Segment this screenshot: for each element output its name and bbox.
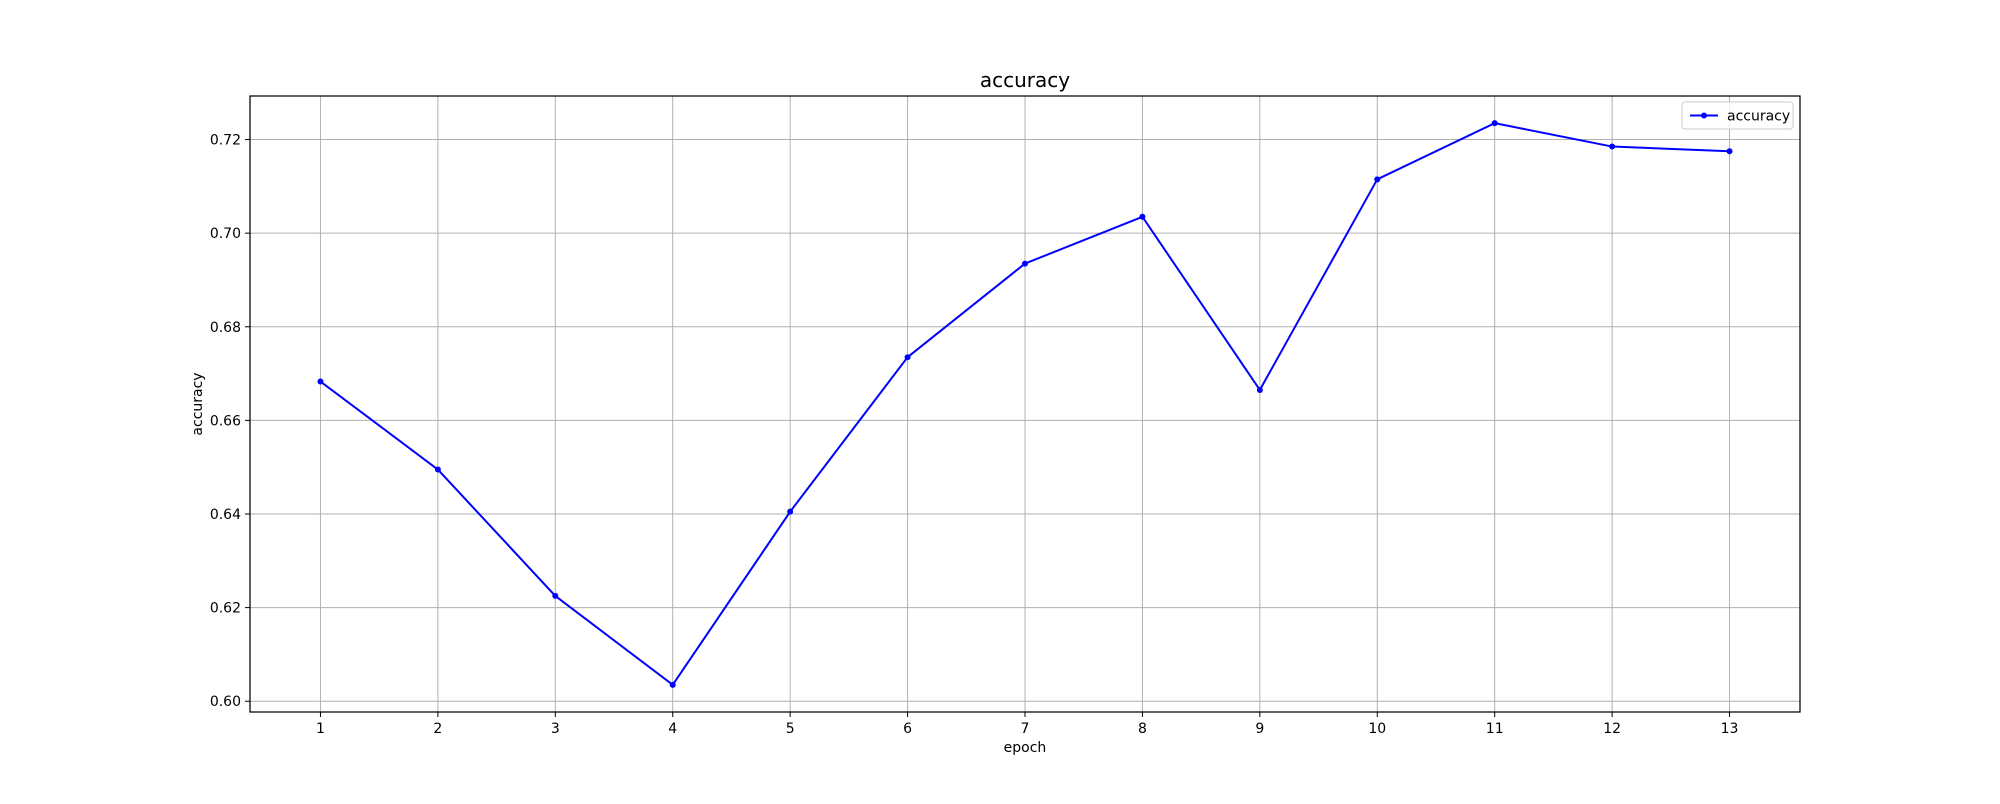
y-tick-label: 0.70	[210, 226, 241, 242]
grid	[250, 96, 1800, 712]
data-point	[904, 354, 911, 361]
x-axis-ticks: 1 2 3 4 5 6 7 8 9 10 11 12 13	[316, 712, 1738, 737]
y-tick-label: 0.62	[210, 601, 241, 617]
y-tick-label: 0.60	[210, 694, 241, 710]
data-point	[1609, 143, 1616, 150]
legend: accuracy	[1681, 101, 1794, 130]
legend-label: accuracy	[1727, 109, 1790, 125]
data-point	[1374, 176, 1381, 183]
data-point	[1256, 386, 1263, 393]
data-point	[552, 592, 559, 599]
x-tick-label: 2	[433, 721, 442, 737]
data-point	[1139, 213, 1146, 220]
x-tick-label: 13	[1721, 721, 1739, 737]
chart-title: accuracy	[980, 68, 1070, 92]
y-tick-label: 0.72	[210, 133, 241, 149]
y-tick-label: 0.68	[210, 320, 241, 336]
y-tick-label: 0.64	[210, 507, 241, 523]
x-tick-label: 10	[1368, 721, 1386, 737]
y-tick-label: 0.66	[210, 413, 241, 429]
data-point	[317, 378, 324, 385]
x-tick-label: 7	[1021, 721, 1030, 737]
data-point	[1491, 120, 1498, 127]
x-tick-label: 3	[551, 721, 560, 737]
legend-marker-swatch	[1701, 112, 1707, 119]
x-tick-label: 9	[1255, 721, 1264, 737]
data-point	[434, 466, 441, 473]
data-point	[787, 508, 794, 515]
x-tick-label: 8	[1138, 721, 1147, 737]
x-tick-label: 4	[668, 721, 677, 737]
x-tick-label: 5	[786, 721, 795, 737]
data-point	[669, 681, 676, 688]
legend-box	[1681, 101, 1794, 130]
y-axis-ticks: 0.60 0.62 0.64 0.66 0.68 0.70 0.72	[210, 133, 250, 710]
x-axis-label: epoch	[1004, 740, 1047, 756]
x-tick-label: 11	[1486, 721, 1504, 737]
x-tick-label: 6	[903, 721, 912, 737]
data-point	[1022, 260, 1028, 267]
y-axis-label: accuracy	[190, 372, 206, 435]
data-point	[1726, 148, 1733, 155]
series-layer	[317, 120, 1733, 688]
x-tick-label: 1	[316, 721, 325, 737]
x-tick-label: 12	[1603, 721, 1621, 737]
